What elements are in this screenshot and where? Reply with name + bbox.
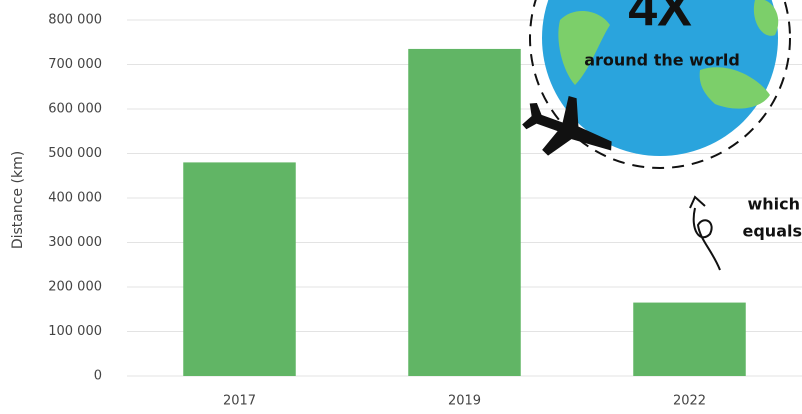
y-tick-label: 200 000 [48, 280, 102, 295]
x-tick-label: 2019 [448, 394, 481, 409]
y-tick-label: 800 000 [48, 13, 102, 28]
y-tick-label: 500 000 [48, 146, 102, 161]
y-tick-label: 300 000 [48, 235, 102, 250]
bar [183, 162, 296, 376]
annotation-text: equals [743, 222, 802, 241]
annotation-text: around the world [584, 51, 740, 70]
y-tick-label: 700 000 [48, 57, 102, 72]
y-tick-label: 0 [94, 369, 102, 384]
curly-arrow [690, 197, 720, 270]
bar [408, 49, 521, 376]
y-axis-label: Distance (km) [10, 151, 26, 249]
x-tick-label: 2022 [673, 394, 706, 409]
y-tick-label: 600 000 [48, 102, 102, 117]
annotation-text: which [747, 195, 800, 214]
y-tick-label: 400 000 [48, 191, 102, 206]
bar [633, 303, 746, 376]
annotation-multiplier: 4X [628, 0, 692, 38]
y-tick-label: 100 000 [48, 324, 102, 339]
x-tick-label: 2017 [223, 394, 256, 409]
